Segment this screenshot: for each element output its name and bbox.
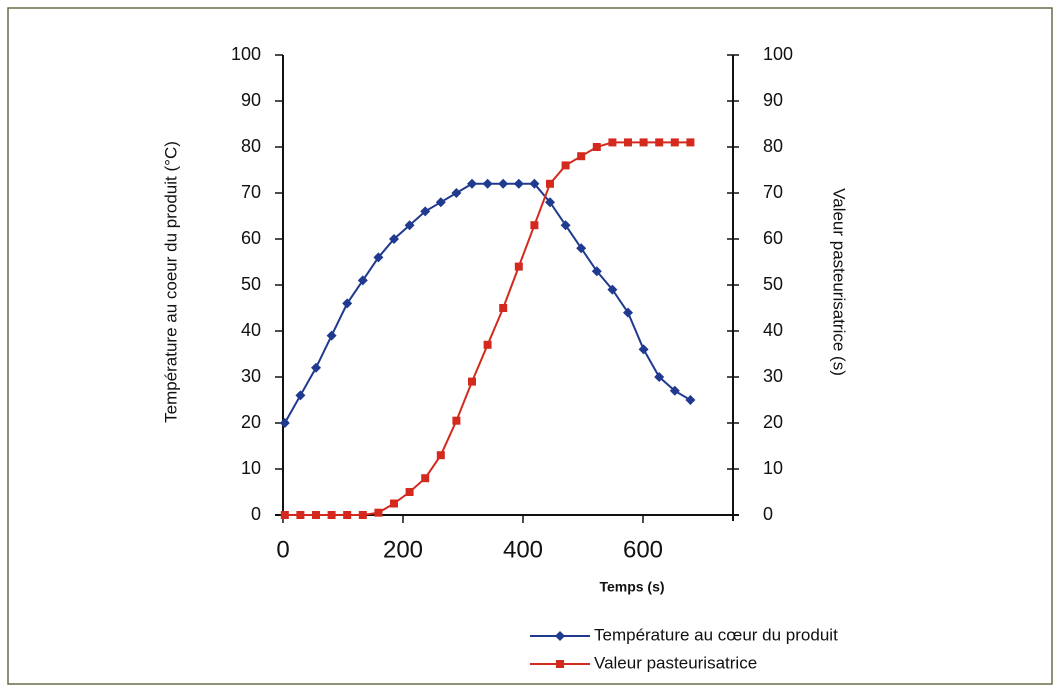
x-tick-label: 0 xyxy=(276,536,289,563)
marker xyxy=(561,161,570,170)
marker xyxy=(560,220,571,231)
y-tick-label: 60 xyxy=(241,228,261,248)
marker xyxy=(357,275,368,286)
y-tick-label: 40 xyxy=(241,320,261,340)
marker xyxy=(623,307,633,318)
marker xyxy=(608,138,617,147)
marker xyxy=(607,284,618,295)
y2-tick-label: 90 xyxy=(763,90,783,110)
marker xyxy=(389,234,399,244)
y2-tick-label: 20 xyxy=(763,412,783,432)
y-axis-label: Température au coeur du produit (°C) xyxy=(161,141,180,423)
marker xyxy=(358,511,367,519)
marker xyxy=(390,499,398,508)
y2-tick-label: 70 xyxy=(763,182,783,202)
marker xyxy=(638,344,649,355)
y2-tick-label: 40 xyxy=(763,320,783,340)
marker xyxy=(468,377,476,386)
marker xyxy=(591,266,602,277)
marker xyxy=(405,488,414,496)
marker xyxy=(592,143,601,151)
marker xyxy=(279,418,290,428)
marker xyxy=(545,197,555,208)
marker xyxy=(669,385,680,396)
y2-tick-label: 30 xyxy=(763,366,783,386)
marker xyxy=(421,474,430,483)
marker xyxy=(435,197,446,208)
marker xyxy=(685,395,696,405)
marker xyxy=(404,220,415,231)
legend-label: Température au cœur du produit xyxy=(594,625,838,644)
y2-tick-label: 0 xyxy=(763,504,773,524)
marker xyxy=(654,372,665,382)
marker xyxy=(498,178,509,189)
y-tick-label: 50 xyxy=(241,274,261,294)
marker xyxy=(483,340,492,349)
marker xyxy=(374,508,383,517)
marker xyxy=(373,252,384,263)
x-tick-label: 600 xyxy=(623,536,663,563)
y2-tick-label: 100 xyxy=(763,44,793,64)
marker xyxy=(312,511,320,519)
y-tick-label: 20 xyxy=(241,412,261,432)
marker xyxy=(343,511,352,519)
y-tick-label: 70 xyxy=(241,182,261,202)
y-tick-label: 10 xyxy=(241,458,261,478)
x-tick-label: 200 xyxy=(383,536,423,563)
marker xyxy=(624,138,632,147)
marker xyxy=(686,138,695,147)
marker xyxy=(296,511,305,519)
y-tick-label: 100 xyxy=(231,44,261,64)
marker xyxy=(530,221,539,230)
marker xyxy=(529,178,540,189)
y2-axis-label: Valeur pasteurisatrice (s) xyxy=(830,188,849,376)
frame xyxy=(7,7,1053,685)
y2-tick-label: 50 xyxy=(763,274,783,294)
marker xyxy=(576,243,587,254)
marker xyxy=(342,298,353,309)
marker xyxy=(467,178,477,189)
marker xyxy=(420,206,431,217)
y-tick-label: 80 xyxy=(241,136,261,156)
marker xyxy=(577,152,586,161)
marker xyxy=(280,511,289,519)
y2-tick-label: 60 xyxy=(763,228,783,248)
y-tick-label: 90 xyxy=(241,90,261,110)
legend-label: Valeur pasteurisatrice xyxy=(594,653,757,672)
y2-tick-label: 80 xyxy=(763,136,783,156)
marker xyxy=(311,362,321,373)
marker xyxy=(639,138,648,147)
marker xyxy=(482,178,493,189)
marker xyxy=(327,511,336,519)
marker xyxy=(436,451,445,460)
y2-tick-label: 10 xyxy=(763,458,783,478)
marker xyxy=(514,262,523,271)
marker xyxy=(670,138,679,147)
x-axis-label: Temps (s) xyxy=(599,579,664,595)
marker xyxy=(295,390,306,401)
marker xyxy=(452,416,461,425)
marker xyxy=(451,188,462,198)
marker xyxy=(555,631,565,641)
x-tick-label: 400 xyxy=(503,536,543,563)
marker xyxy=(556,660,564,668)
y-tick-label: 30 xyxy=(241,366,261,386)
marker xyxy=(513,178,524,189)
y-tick-label: 0 xyxy=(251,504,261,524)
marker xyxy=(655,138,664,147)
marker xyxy=(546,179,554,188)
marker xyxy=(499,304,508,312)
marker xyxy=(326,330,337,341)
